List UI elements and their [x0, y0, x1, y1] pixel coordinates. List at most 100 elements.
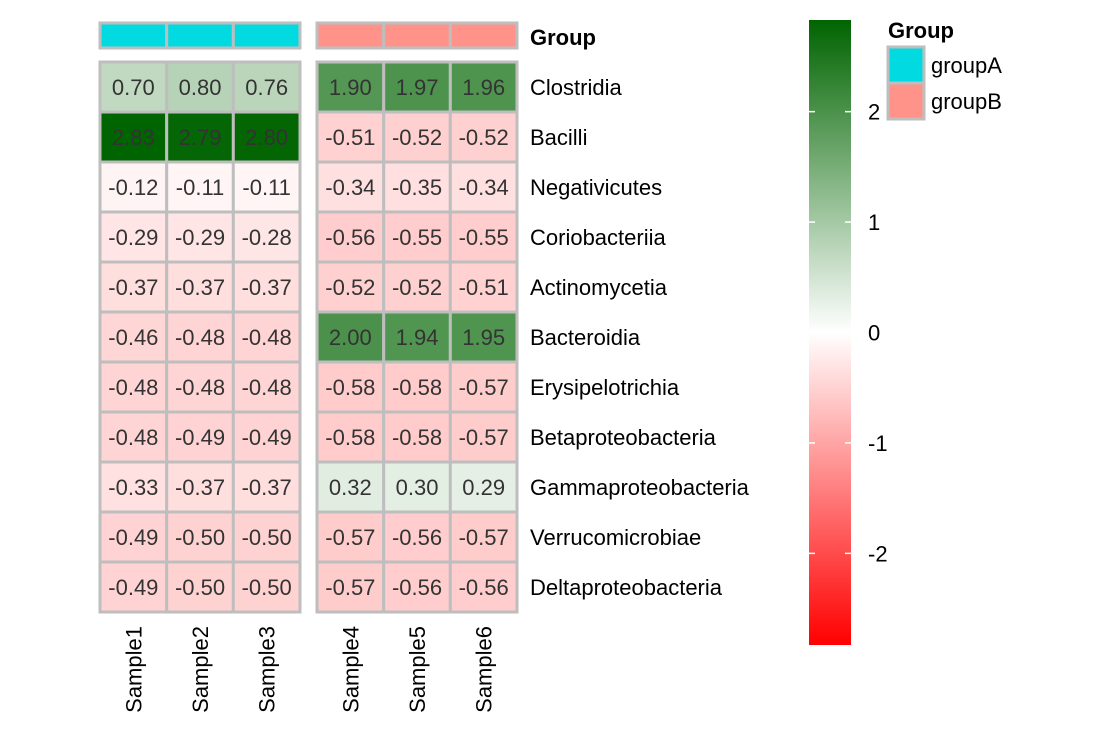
cell-value-label: 0.76 — [245, 75, 288, 100]
row-label: Betaproteobacteria — [530, 425, 717, 450]
cell-value-label: -0.48 — [175, 325, 225, 350]
color-scale-tick-label: -1 — [868, 431, 888, 456]
cell-value-label: -0.11 — [176, 175, 225, 200]
cell-value-label: 2.00 — [329, 325, 372, 350]
row-label: Bacilli — [530, 125, 587, 150]
heatmap-cell — [448, 410, 519, 464]
cell-value-label: 1.96 — [462, 75, 505, 100]
cell-value-label: -0.49 — [175, 425, 225, 450]
cell-value-label: -0.51 — [459, 275, 509, 300]
cell-value-label: -0.50 — [242, 525, 292, 550]
cell-value-label: -0.52 — [392, 275, 442, 300]
cell-value-label: -0.11 — [242, 175, 291, 200]
cell-value-label: -0.37 — [242, 475, 292, 500]
cell-value-label: 1.97 — [396, 75, 439, 100]
annotation-cell-groupA — [165, 21, 235, 50]
cell-value-label: -0.55 — [459, 225, 509, 250]
heatmap-cell — [231, 560, 302, 614]
cell-value-label: -0.55 — [392, 225, 442, 250]
heatmap-cell — [165, 460, 235, 514]
group-legend: Group groupA groupB — [886, 18, 1002, 121]
cell-value-label: 1.95 — [462, 325, 505, 350]
cell-value-label: -0.56 — [459, 575, 509, 600]
cell-value-label: 0.70 — [112, 75, 155, 100]
cell-value-label: 2.83 — [112, 125, 155, 150]
cell-value-label: -0.52 — [325, 275, 375, 300]
column-label: Sample1 — [121, 626, 146, 713]
column-label: Sample2 — [188, 626, 213, 713]
cell-value-label: -0.37 — [175, 275, 225, 300]
cell-value-label: -0.51 — [325, 125, 375, 150]
group-legend-label: groupB — [931, 89, 1002, 114]
row-label: Actinomycetia — [530, 275, 668, 300]
heatmap-cell — [231, 260, 302, 314]
cell-value-label: 1.90 — [329, 75, 372, 100]
heatmap-cell — [98, 510, 169, 564]
heatmap-cell — [448, 60, 519, 114]
group-legend-swatch — [886, 45, 926, 85]
cell-value-label: -0.57 — [325, 575, 375, 600]
cell-value-label: 2.79 — [179, 125, 222, 150]
annotation-cell-groupB — [382, 21, 452, 50]
cell-value-label: -0.49 — [108, 575, 158, 600]
cell-value-label: 0.29 — [462, 475, 505, 500]
heatmap-cell — [98, 210, 169, 264]
column-labels: Sample1 Sample2 Sample3 Sample4 Sample5 Sampl… — [121, 626, 496, 713]
cell-value-label: -0.52 — [459, 125, 509, 150]
cell-value-label: 1.94 — [396, 325, 439, 350]
cell-value-label: 2.80 — [245, 125, 288, 150]
cell-value-label: -0.57 — [459, 525, 509, 550]
row-label: Bacteroidia — [530, 325, 641, 350]
cell-value-label: -0.35 — [392, 175, 442, 200]
cell-value-label: 0.30 — [396, 475, 439, 500]
cell-value-label: 0.32 — [329, 475, 372, 500]
cell-value-label: -0.48 — [175, 375, 225, 400]
row-label: Erysipelotrichia — [530, 375, 680, 400]
cell-value-label: -0.29 — [108, 225, 158, 250]
row-label: Deltaproteobacteria — [530, 575, 723, 600]
column-label: Sample3 — [255, 626, 280, 713]
column-label: Sample6 — [472, 626, 497, 713]
cell-value-label: -0.56 — [325, 225, 375, 250]
color-scale-tick-label: -2 — [868, 541, 888, 566]
cell-value-label: -0.48 — [108, 425, 158, 450]
cell-value-label: -0.37 — [108, 275, 158, 300]
heatmap-cell — [448, 560, 519, 614]
cell-value-label: -0.56 — [392, 525, 442, 550]
cell-value-label: -0.58 — [392, 425, 442, 450]
cell-value-label: 0.80 — [179, 75, 222, 100]
cell-value-label: -0.57 — [459, 375, 509, 400]
cell-value-label: -0.50 — [175, 575, 225, 600]
heatmap-cells: 0.70 0.80 0.76 1.90 1.97 1.96 2.83 2.79 2.80 -0.5… — [98, 60, 519, 614]
heatmap-cell — [382, 210, 452, 264]
heatmap-cell — [382, 510, 452, 564]
cell-value-label: -0.52 — [392, 125, 442, 150]
color-scale-legend: 2 1 0 -1 -2 — [809, 20, 888, 645]
cell-value-label: -0.57 — [459, 425, 509, 450]
annotation-cell-groupB — [448, 21, 519, 50]
group-legend-swatch — [886, 81, 926, 121]
annotation-cell-groupA — [98, 21, 169, 50]
heatmap-cell — [98, 560, 169, 614]
heatmap-cell — [382, 160, 452, 214]
heatmap-cell — [448, 310, 519, 364]
cell-value-label: -0.48 — [242, 375, 292, 400]
heatmap-cell — [315, 110, 386, 164]
heatmap-cell — [315, 160, 386, 214]
color-scale-tick-label: 0 — [868, 321, 880, 346]
annotation-title: Group — [530, 25, 596, 50]
cell-value-label: -0.34 — [325, 175, 375, 200]
heatmap-cell — [315, 410, 386, 464]
cell-value-label: -0.58 — [325, 375, 375, 400]
group-annotation-bar — [98, 21, 519, 50]
cell-value-label: -0.56 — [392, 575, 442, 600]
cell-value-label: -0.46 — [108, 325, 158, 350]
cell-value-label: -0.34 — [459, 175, 509, 200]
cell-value-label: -0.48 — [242, 325, 292, 350]
cell-value-label: -0.29 — [175, 225, 225, 250]
heatmap-cell — [165, 560, 235, 614]
column-label: Sample4 — [338, 626, 363, 713]
group-legend-title: Group — [888, 18, 954, 43]
color-scale-tick-label: 2 — [868, 100, 880, 125]
color-scale-bar — [809, 20, 851, 645]
